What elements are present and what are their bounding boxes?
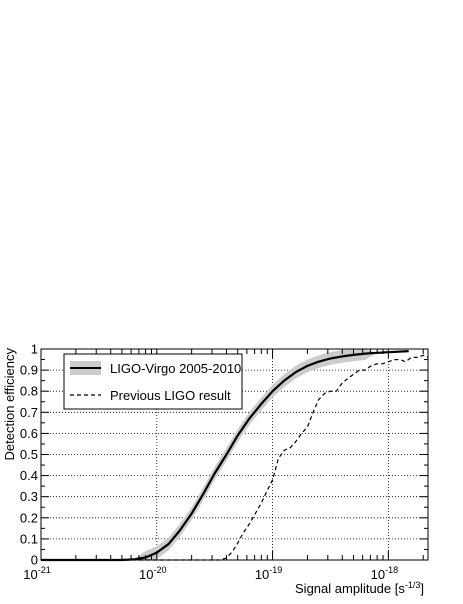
y-tick-label: 0.7 bbox=[20, 405, 38, 420]
x-tick-label-exp: -19 bbox=[269, 565, 282, 575]
x-axis-label-sup: -1/3 bbox=[405, 580, 421, 590]
legend-label-ligo-virgo: LIGO-Virgo 2005-2010 bbox=[110, 361, 241, 376]
y-tick-label: 1 bbox=[31, 342, 38, 357]
x-tick-label-base: 10 bbox=[255, 567, 269, 582]
x-axis-label-main: Signal amplitude [s bbox=[295, 581, 405, 596]
series-line-ligo-virgo bbox=[41, 350, 409, 562]
y-tick-label: 0.3 bbox=[20, 489, 38, 504]
x-tick-label-exp: -21 bbox=[38, 565, 51, 575]
legend: LIGO-Virgo 2005-2010 Previous LIGO resul… bbox=[63, 353, 243, 410]
x-tick-label-base: 10 bbox=[371, 567, 385, 582]
grid-layer bbox=[41, 349, 428, 560]
x-tick-label-exp: -18 bbox=[385, 565, 398, 575]
y-tick-label: 0.6 bbox=[20, 426, 38, 441]
y-tick-label: 0.1 bbox=[20, 531, 38, 546]
y-axis-label: Detection efficiency bbox=[2, 348, 17, 461]
uncertainty-band-0 bbox=[41, 349, 409, 560]
y-tick-label: 0 bbox=[31, 553, 38, 568]
x-tick-label-base: 10 bbox=[139, 567, 153, 582]
x-tick-label: 10-21 bbox=[23, 565, 50, 582]
x-tick-label: 10-20 bbox=[139, 565, 166, 582]
y-tick-label: 0.8 bbox=[20, 384, 38, 399]
y-tick-label: 0.4 bbox=[20, 468, 38, 483]
y-tick-label: 0.5 bbox=[20, 447, 38, 462]
x-tick-label-exp: -20 bbox=[154, 565, 167, 575]
x-tick-label-base: 10 bbox=[23, 567, 37, 582]
x-tick-label: 10-18 bbox=[371, 565, 398, 582]
x-tick-label: 10-19 bbox=[255, 565, 282, 582]
y-tick-label: 0.2 bbox=[20, 510, 38, 525]
legend-label-previous-ligo: Previous LIGO result bbox=[110, 388, 231, 403]
x-axis-label-close: ] bbox=[420, 581, 424, 596]
series-layer bbox=[41, 350, 429, 562]
x-axis-label: Signal amplitude [s-1/3] bbox=[295, 580, 424, 596]
y-tick-label: 0.9 bbox=[20, 363, 38, 378]
band-layer bbox=[41, 349, 409, 560]
